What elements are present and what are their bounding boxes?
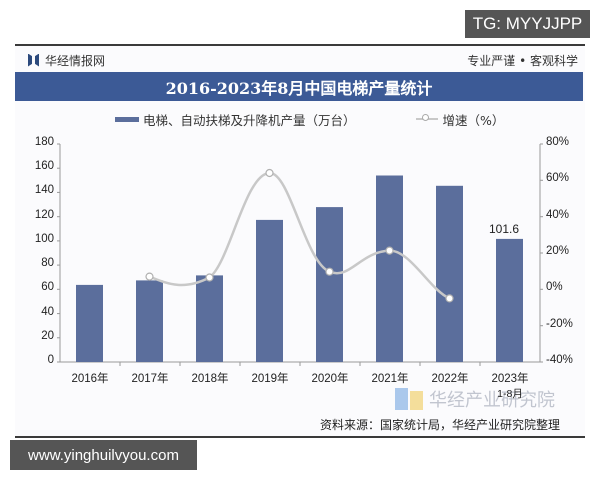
watermark-logo-icon — [395, 388, 423, 410]
top-divider — [15, 44, 585, 46]
left-tick: 0 — [47, 354, 54, 366]
legend-bar-label: 电梯、自动扶梯及升降机产量（万台） — [143, 112, 356, 128]
right-tick: 0% — [546, 281, 563, 294]
bar-2017 — [136, 280, 163, 362]
left-tick: 120 — [34, 208, 54, 221]
bar-2020 — [316, 207, 343, 362]
right-tick: 60% — [546, 172, 570, 185]
bar-2023 — [496, 238, 523, 362]
left-tick: 180 — [34, 136, 54, 148]
source-note: 资料来源：国家统计局，华经产业研究院整理 — [319, 418, 560, 432]
left-tick: 100 — [34, 232, 54, 245]
watermark-text: 华经产业研究院 — [429, 390, 555, 411]
growth-line — [149, 171, 451, 300]
right-tick: 40% — [546, 208, 570, 221]
chart-frame — [15, 44, 585, 438]
x-label: 2023年 — [491, 373, 529, 385]
bar-2022 — [436, 185, 463, 362]
x-label: 2019年 — [251, 373, 289, 385]
x-label: 2017年 — [131, 373, 169, 385]
legend-line-label: 增速（%） — [442, 112, 505, 128]
right-tick: -20% — [546, 317, 573, 330]
bar-2016 — [76, 284, 103, 362]
left-tick: 160 — [34, 160, 54, 173]
x-label: 2018年 — [191, 373, 229, 385]
legend-bar-swatch-icon — [115, 116, 139, 122]
left-tick: 40 — [41, 305, 54, 318]
x-sublabel: 1-8月 — [497, 388, 523, 400]
left-tick: 60 — [41, 281, 54, 294]
x-label: 2016年 — [71, 373, 109, 385]
bar-2018 — [196, 275, 223, 362]
site-badge: www.yinghuilvyou.com — [10, 440, 197, 470]
slogan: 专业严谨 • 客观科学 — [467, 54, 578, 68]
x-label: 2022年 — [431, 373, 469, 385]
bar-series — [76, 175, 523, 362]
left-tick: 140 — [34, 184, 54, 197]
legend-line-marker-icon — [415, 114, 438, 121]
x-label: 2020年 — [311, 373, 349, 385]
brand-name: 华经情报网 — [45, 53, 106, 68]
chart-title: 2016-2023年8月中国电梯产量统计 — [15, 72, 583, 101]
bottom-divider — [15, 436, 585, 438]
x-label: 2021年 — [371, 373, 409, 385]
data-label-2023: 101.6 — [489, 222, 520, 236]
legend: 电梯、自动扶梯及升降机产量（万台） 增速（%） — [115, 110, 504, 128]
bar-2019 — [256, 219, 283, 362]
bar-2021 — [376, 175, 403, 362]
tg-badge: TG: MYYJJPP — [465, 10, 590, 38]
right-tick: -40% — [546, 354, 573, 366]
left-tick: 80 — [41, 257, 54, 270]
left-tick: 20 — [41, 329, 54, 342]
right-tick: 20% — [546, 245, 570, 257]
right-tick: 80% — [546, 136, 570, 148]
watermark: 华经产业研究院 — [395, 386, 555, 412]
growth-markers — [145, 168, 454, 303]
brand: 华经情报网 — [28, 52, 105, 68]
